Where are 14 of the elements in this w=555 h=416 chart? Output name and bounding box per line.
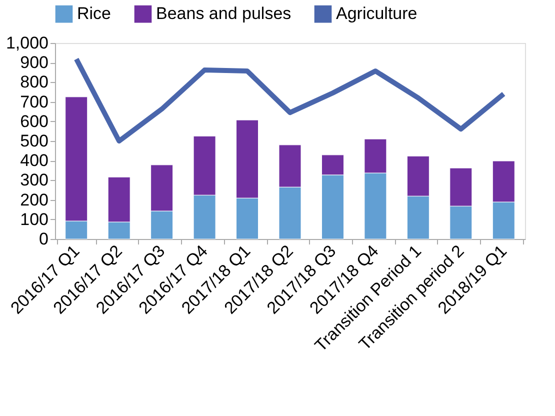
legend-label: Beans and pulses: [156, 4, 292, 24]
y-tick-label: 700: [20, 92, 48, 112]
y-tick-label: 900: [20, 53, 48, 72]
y-tick-label: 600: [20, 112, 48, 131]
y-tick-label: 300: [20, 170, 48, 190]
y-tick-label: 800: [20, 72, 48, 92]
y-tick-label: 500: [20, 132, 48, 150]
y-tick-label: 0: [39, 230, 48, 248]
legend-label: Rice: [77, 4, 112, 24]
y-tick-label: 100: [20, 210, 48, 229]
legend-label: Agriculture: [336, 4, 418, 24]
y-tick-label: 1,000: [6, 34, 48, 52]
y-tick-label: 200: [20, 190, 48, 210]
y-tick-label: 400: [20, 151, 48, 170]
